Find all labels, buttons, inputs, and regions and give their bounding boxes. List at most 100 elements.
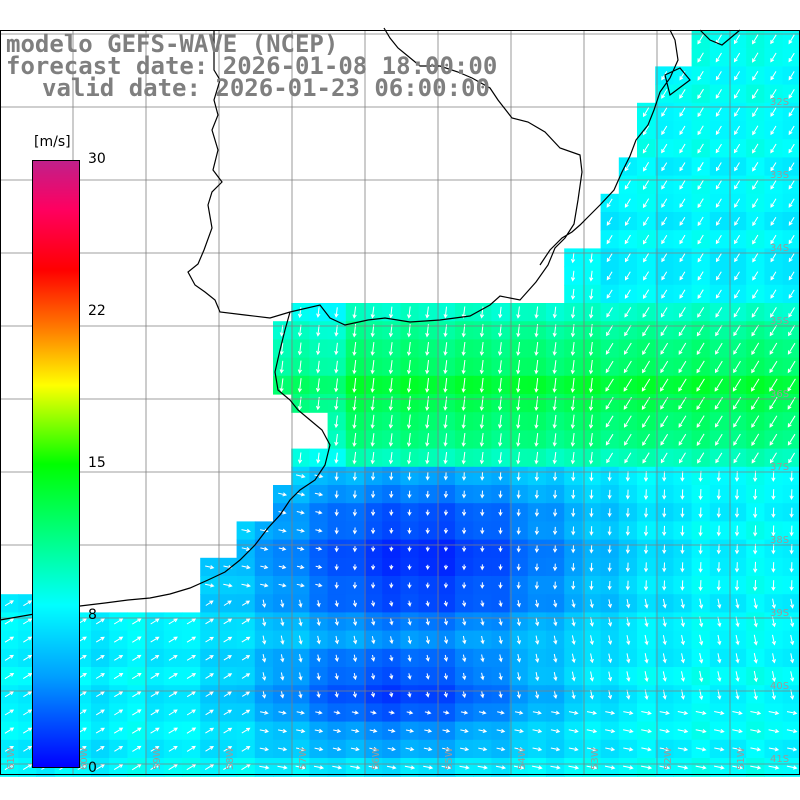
wind-arrow <box>498 672 503 681</box>
wind-arrow <box>768 729 780 734</box>
wind-arrow <box>751 360 760 374</box>
wind-arrow <box>643 507 649 518</box>
wind-arrow <box>771 470 776 482</box>
wind-arrow <box>752 198 759 209</box>
wind-arrow <box>461 306 466 319</box>
wind-arrow <box>315 583 323 588</box>
wind-arrow <box>371 673 376 680</box>
wind-arrow <box>425 691 430 698</box>
wind-arrow <box>626 599 631 609</box>
wind-arrow <box>678 433 687 446</box>
wind-arrow <box>770 71 777 81</box>
wind-arrow <box>259 728 270 734</box>
wind-arrow <box>334 582 339 590</box>
wind-arrow <box>4 763 15 771</box>
wind-arrow <box>552 377 557 393</box>
wind-arrow <box>607 489 612 500</box>
wind-arrow <box>788 162 795 172</box>
wind-arrow <box>662 562 667 573</box>
wind-arrow <box>150 636 160 643</box>
wind-arrow <box>353 617 358 627</box>
wind-arrow <box>497 377 503 393</box>
wind-arrow <box>733 89 741 99</box>
wind-arrow <box>406 414 412 430</box>
wind-arrow <box>716 580 721 591</box>
wind-arrow <box>571 617 576 627</box>
wind-arrow <box>753 507 758 519</box>
wind-arrow <box>389 618 394 626</box>
wind-arrow <box>407 490 412 499</box>
wind-arrow <box>334 324 339 337</box>
wind-arrow <box>623 342 632 355</box>
wind-arrow <box>4 636 15 643</box>
wind-arrow <box>168 636 178 643</box>
wind-arrow <box>589 635 594 646</box>
wind-arrow <box>696 360 705 374</box>
wind-arrow <box>751 342 760 355</box>
wind-arrow <box>733 143 741 154</box>
wind-arrow <box>388 360 394 375</box>
wind-arrow <box>788 143 795 154</box>
wind-arrow <box>461 527 467 535</box>
wind-arrow <box>168 763 178 771</box>
wind-arrow <box>114 709 124 716</box>
wind-arrow <box>406 432 412 448</box>
wind-arrow <box>315 510 323 515</box>
wind-arrow <box>661 143 668 154</box>
wind-arrow <box>586 765 598 770</box>
wind-arrow <box>296 728 306 734</box>
wind-arrow <box>606 324 614 337</box>
wind-arrow <box>751 433 760 447</box>
wind-arrow <box>550 728 561 734</box>
wind-arrow <box>716 525 721 537</box>
wind-arrow <box>714 360 723 374</box>
wind-arrow <box>371 654 376 662</box>
wind-arrow <box>77 764 87 771</box>
wind-arrow <box>334 654 339 663</box>
lon-label: 56W <box>371 747 382 770</box>
wind-arrow <box>790 598 795 609</box>
wind-arrow <box>570 288 576 300</box>
wind-arrow <box>715 253 722 263</box>
wind-arrow <box>605 378 614 392</box>
wind-arrow <box>625 525 630 537</box>
wind-arrow <box>480 509 485 517</box>
wind-arrow <box>205 600 214 606</box>
wind-arrow <box>641 378 651 392</box>
wind-arrow <box>516 617 521 627</box>
wind-arrow <box>407 691 412 698</box>
wind-arrow <box>552 563 558 572</box>
wind-arrow <box>279 360 284 374</box>
wind-arrow <box>388 433 394 447</box>
wind-arrow <box>352 654 358 663</box>
wind-arrow <box>295 747 306 752</box>
wind-arrow <box>278 710 287 715</box>
wind-arrow <box>534 508 540 517</box>
wind-arrow <box>534 581 540 590</box>
wind-arrow <box>352 691 357 698</box>
wind-arrow <box>479 433 485 447</box>
wind-arrow <box>480 471 485 481</box>
wind-arrow <box>788 234 795 245</box>
wind-arrow <box>425 306 430 319</box>
wind-arrow <box>787 342 796 355</box>
colorbar-tick-8: 8 <box>88 607 97 623</box>
colorbar-tick-22: 22 <box>88 303 106 319</box>
wind-arrow <box>479 451 485 465</box>
wind-arrow <box>205 565 215 570</box>
wind-arrow <box>480 490 485 499</box>
wind-arrow <box>406 396 412 412</box>
wind-arrow <box>788 71 795 81</box>
wind-arrow <box>662 471 667 482</box>
wind-arrow <box>516 341 521 357</box>
wind-arrow <box>769 415 778 428</box>
wind-arrow <box>241 691 251 697</box>
wind-arrow <box>750 765 762 770</box>
wind-arrow <box>316 654 321 663</box>
wind-arrow <box>204 583 215 588</box>
wind-arrow <box>553 599 558 608</box>
wind-arrow <box>699 670 704 683</box>
wind-arrow <box>716 471 721 482</box>
wind-arrow <box>677 729 689 734</box>
wind-arrow <box>297 378 302 393</box>
